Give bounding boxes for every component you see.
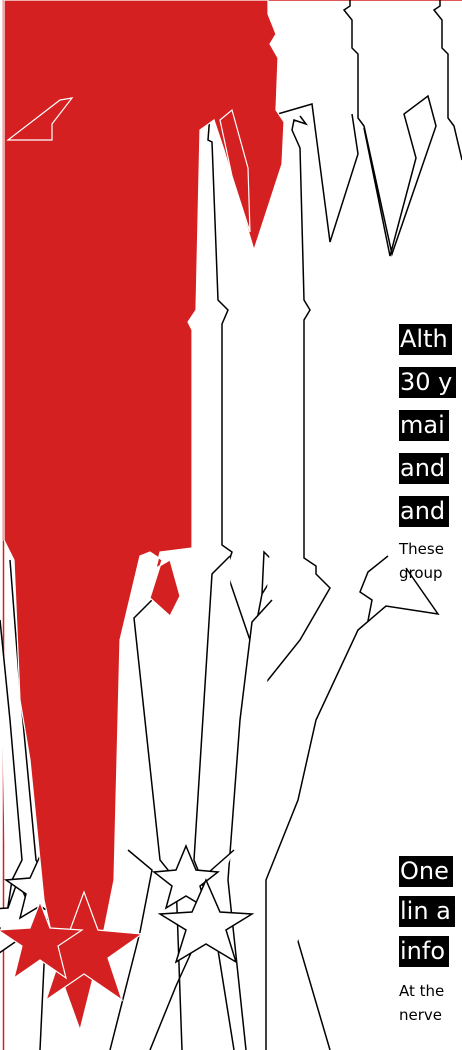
heading-line: mai	[399, 410, 449, 441]
red-arrows	[3, 0, 285, 1033]
outline-arrow	[432, 0, 462, 161]
heading-line: info	[399, 936, 450, 967]
body-line: group	[399, 564, 443, 582]
body-line: nerve	[399, 1006, 443, 1024]
outline-arrow	[0, 619, 23, 921]
heading-line: 30 y	[399, 367, 457, 398]
heading-line: Alth	[399, 324, 452, 355]
heading-line: One	[399, 856, 453, 887]
outline-arrow	[133, 599, 183, 1050]
outline-arrow	[193, 555, 235, 1050]
outline-arrow	[342, 0, 437, 257]
outline-arrow	[259, 115, 331, 691]
red-arrow	[6, 97, 74, 141]
outline-star	[157, 878, 255, 964]
outline-arrow	[227, 599, 273, 1050]
red-stars	[0, 890, 144, 1002]
outline-arrow	[109, 849, 153, 1050]
heading-line: and	[399, 496, 450, 527]
red-arrow	[219, 108, 251, 233]
body-line: These	[399, 540, 444, 558]
outline-arrow	[265, 567, 440, 1050]
red-star	[0, 900, 84, 980]
heading-line: lin a	[399, 896, 455, 927]
story-section-2: One lin a info At the nerve	[399, 856, 455, 1027]
outline-star	[152, 844, 220, 910]
heading-line: and	[399, 453, 450, 484]
story-section-1: Alth 30 y mai and and These group	[399, 324, 457, 585]
body-line: At the	[399, 982, 445, 1000]
